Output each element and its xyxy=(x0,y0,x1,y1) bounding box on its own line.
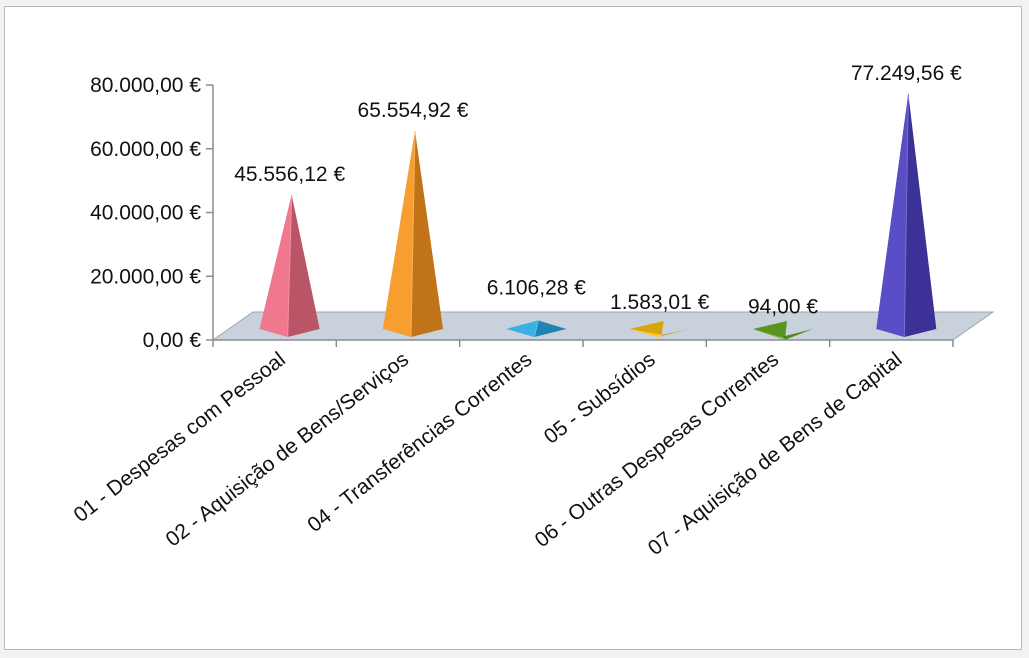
pyramid-bar xyxy=(260,195,320,337)
data-label: 1.583,01 € xyxy=(610,291,710,314)
y-tick-label: 60.000,00 € xyxy=(90,138,201,161)
category-label: 07 - Aquisição de Bens de Capital xyxy=(644,348,907,560)
pyramid-face-front xyxy=(383,131,415,337)
pyramid-face-right xyxy=(904,94,936,337)
data-label: 45.556,12 € xyxy=(234,163,345,186)
data-label: 65.554,92 € xyxy=(358,99,469,122)
data-label: 77.249,56 € xyxy=(851,62,962,85)
pyramid-face-front xyxy=(876,94,908,337)
category-label: 05 - Subsídios xyxy=(540,348,660,449)
y-tick-label: 20.000,00 € xyxy=(90,265,201,288)
y-tick-label: 0,00 € xyxy=(143,329,202,352)
category-label: 04 - Transferências Correntes xyxy=(303,348,536,537)
category-label: 01 - Despesas com Pessoal xyxy=(70,348,290,527)
y-tick-label: 80.000,00 € xyxy=(90,74,201,97)
data-label: 94,00 € xyxy=(748,296,818,319)
category-label: 02 - Aquisição de Bens/Serviços xyxy=(162,348,413,552)
y-tick-label: 40.000,00 € xyxy=(90,202,201,225)
pyramid-bar xyxy=(876,94,936,337)
pyramid-face-front xyxy=(260,195,292,337)
pyramid-bar xyxy=(383,131,443,337)
data-label: 6.106,28 € xyxy=(487,277,587,300)
pyramid-face-right xyxy=(288,195,320,337)
pyramid-face-right xyxy=(411,131,443,337)
category-label: 06 - Outras Despesas Correntes xyxy=(531,348,783,552)
chart-floor xyxy=(213,312,993,340)
